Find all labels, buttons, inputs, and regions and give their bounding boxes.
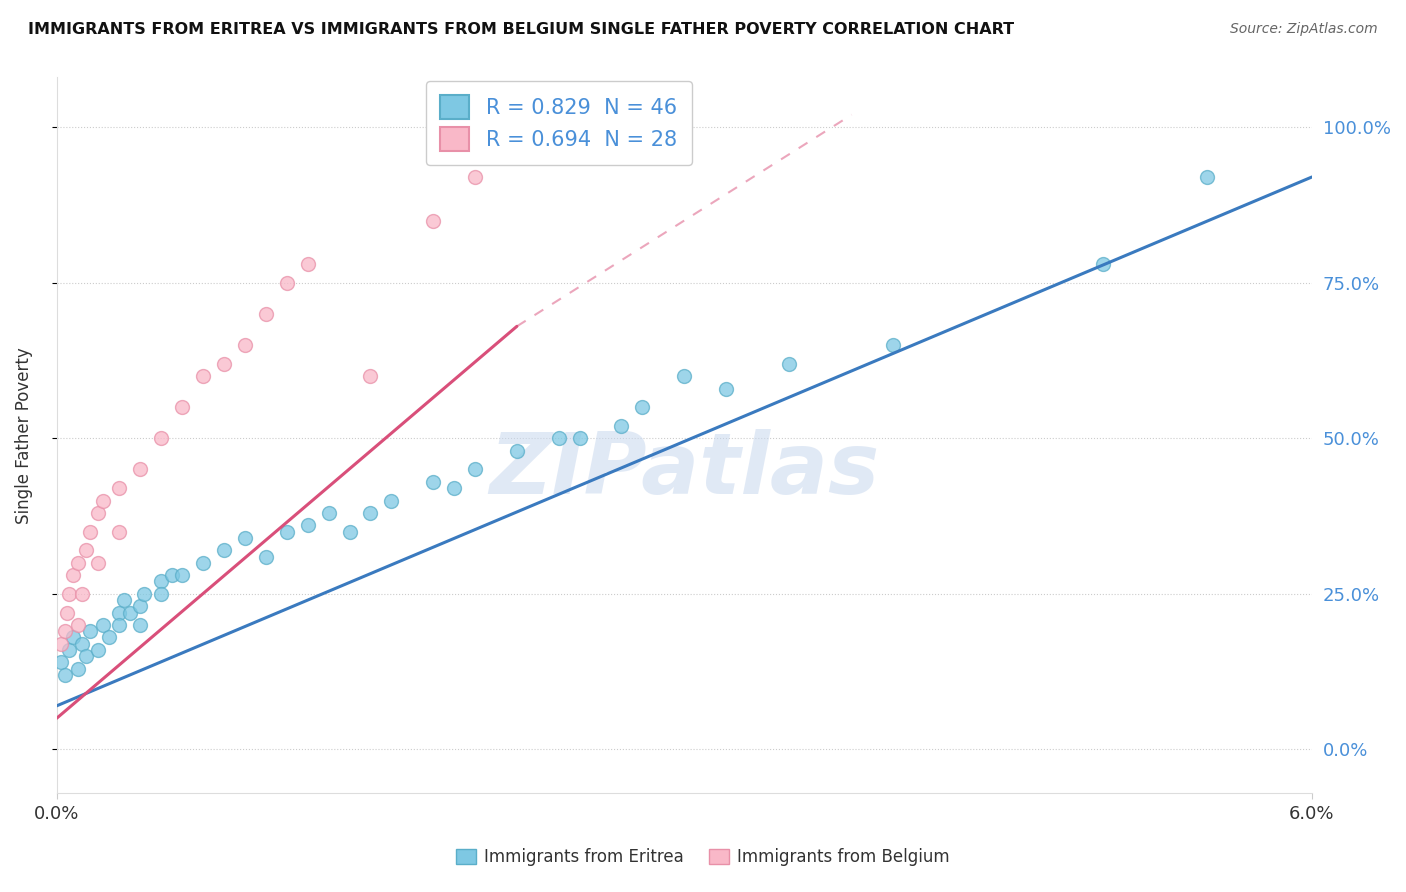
Point [75,649,97,664]
Point [359,369,381,384]
Point [631,401,654,415]
Text: Source: ZipAtlas.com: Source: ZipAtlas.com [1230,22,1378,37]
Point [91,618,114,632]
Point [87,643,110,657]
Point [108,606,131,620]
Legend: R = 0.829  N = 46, R = 0.694  N = 28: R = 0.829 N = 46, R = 0.694 N = 28 [426,80,692,165]
Point [53,624,76,639]
Point [778,357,800,371]
Point [70,637,93,651]
Point [464,169,486,184]
Point [134,587,156,601]
Point [276,524,298,539]
Point [56,606,79,620]
Point [150,431,173,445]
Point [359,506,381,520]
Point [568,431,591,445]
Point [108,524,131,539]
Point [150,574,173,589]
Legend: Immigrants from Eritrea, Immigrants from Belgium: Immigrants from Eritrea, Immigrants from… [447,840,959,875]
Point [66,661,89,675]
Point [118,606,141,620]
Point [212,357,235,371]
Point [422,475,444,489]
Point [1197,169,1219,184]
Point [150,587,173,601]
Point [212,543,235,558]
Point [66,556,89,570]
Point [66,618,89,632]
Point [58,587,80,601]
Point [714,382,737,396]
Point [547,431,569,445]
Point [79,624,101,639]
Y-axis label: Single Father Poverty: Single Father Poverty [15,347,32,524]
Point [191,556,214,570]
Point [160,568,183,582]
Point [129,599,152,614]
Point [297,518,319,533]
Point [297,257,319,271]
Point [75,543,97,558]
Point [254,307,277,321]
Point [318,506,340,520]
Point [254,549,277,564]
Point [172,568,194,582]
Point [108,618,131,632]
Point [422,213,444,227]
Point [70,587,93,601]
Point [233,531,256,545]
Point [87,556,110,570]
Point [58,643,80,657]
Point [49,637,72,651]
Point [79,524,101,539]
Point [129,618,152,632]
Point [62,568,84,582]
Point [91,493,114,508]
Text: ZIPatlas: ZIPatlas [489,429,879,513]
Point [506,133,529,147]
Point [443,481,465,495]
Point [339,524,361,539]
Point [506,443,529,458]
Point [191,369,214,384]
Point [673,369,696,384]
Point [112,593,135,607]
Point [464,462,486,476]
Point [53,667,76,681]
Point [108,481,131,495]
Point [1091,257,1114,271]
Point [97,631,120,645]
Point [49,656,72,670]
Point [276,276,298,290]
Point [172,401,194,415]
Point [380,493,402,508]
Point [87,506,110,520]
Point [62,631,84,645]
Point [129,462,152,476]
Point [882,338,904,352]
Point [610,418,633,433]
Text: IMMIGRANTS FROM ERITREA VS IMMIGRANTS FROM BELGIUM SINGLE FATHER POVERTY CORRELA: IMMIGRANTS FROM ERITREA VS IMMIGRANTS FR… [28,22,1014,37]
Point [233,338,256,352]
